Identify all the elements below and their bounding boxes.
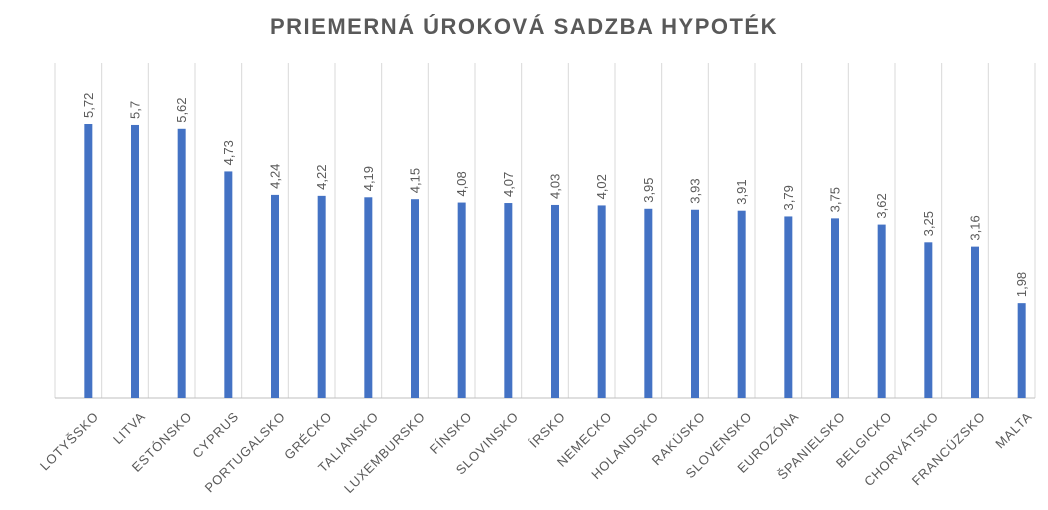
bar — [831, 218, 839, 398]
bar — [504, 203, 513, 398]
data-label: 4,03 — [548, 174, 563, 199]
data-label: 4,22 — [314, 165, 329, 190]
data-label: 3,79 — [781, 185, 796, 210]
bar — [364, 197, 373, 398]
data-label: 5,62 — [174, 97, 189, 122]
data-label: 3,16 — [968, 215, 983, 240]
bar — [971, 246, 979, 398]
data-label: 3,95 — [641, 177, 656, 202]
data-label: 4,07 — [501, 172, 516, 197]
data-label: 3,25 — [921, 211, 936, 236]
bar — [691, 209, 699, 398]
category-label: LUXEMBURSKO — [341, 409, 428, 496]
data-label: 3,93 — [688, 178, 703, 203]
data-label: 5,72 — [81, 93, 96, 118]
bar — [737, 210, 746, 398]
bar — [457, 202, 466, 398]
bar — [411, 199, 419, 398]
data-label: 5,7 — [128, 101, 143, 119]
data-label: 3,75 — [828, 187, 843, 212]
category-label: FÍNSKO — [427, 409, 475, 457]
bar — [784, 216, 793, 398]
bar — [1017, 303, 1026, 398]
gridlines — [54, 63, 1036, 399]
data-label: 4,15 — [408, 168, 423, 193]
data-label: 4,73 — [221, 140, 236, 165]
bar — [877, 224, 886, 398]
chart-title: PRIEMERNÁ ÚROKOVÁ SADZBA HYPOTÉK — [270, 14, 778, 39]
bar — [131, 124, 139, 398]
category-label: ÍRSKO — [526, 409, 568, 451]
data-label: 1,98 — [1014, 272, 1029, 297]
data-label: 3,91 — [734, 179, 749, 204]
data-label: 4,24 — [268, 164, 283, 189]
category-label: PORTUGALSKO — [202, 409, 289, 496]
bar — [271, 194, 279, 398]
bar — [224, 171, 233, 398]
category-labels: LOTYŠSKO LITVAESTÓNSKOCYPRUSPORTUGALSKOGR… — [37, 409, 1035, 496]
category-label: LOTYŠSKO — [37, 409, 102, 474]
bar — [924, 242, 933, 398]
bars — [84, 124, 1026, 398]
bar — [644, 208, 653, 398]
bar — [84, 124, 93, 398]
bar — [597, 205, 606, 398]
category-label: LITVA — [110, 409, 148, 447]
bar — [317, 195, 326, 398]
data-label: 4,19 — [361, 166, 376, 191]
data-label: 4,02 — [594, 174, 609, 199]
data-label: 3,62 — [874, 193, 889, 218]
data-label: 4,08 — [454, 171, 469, 196]
bar — [177, 128, 186, 398]
data-labels: 5,72 5,7 5,62 4,73 4,24 4,22 4,19 4,15 4,08 4,07 4… — [81, 93, 1029, 297]
bar — [551, 204, 559, 398]
category-label: MALTA — [992, 409, 1035, 452]
